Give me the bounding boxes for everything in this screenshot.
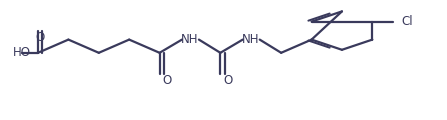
Text: O: O	[223, 74, 232, 87]
Text: O: O	[162, 74, 171, 87]
Text: NH: NH	[181, 33, 199, 46]
Text: O: O	[36, 31, 45, 44]
Text: NH: NH	[242, 33, 260, 46]
Text: HO: HO	[13, 46, 30, 59]
Text: Cl: Cl	[401, 15, 413, 28]
